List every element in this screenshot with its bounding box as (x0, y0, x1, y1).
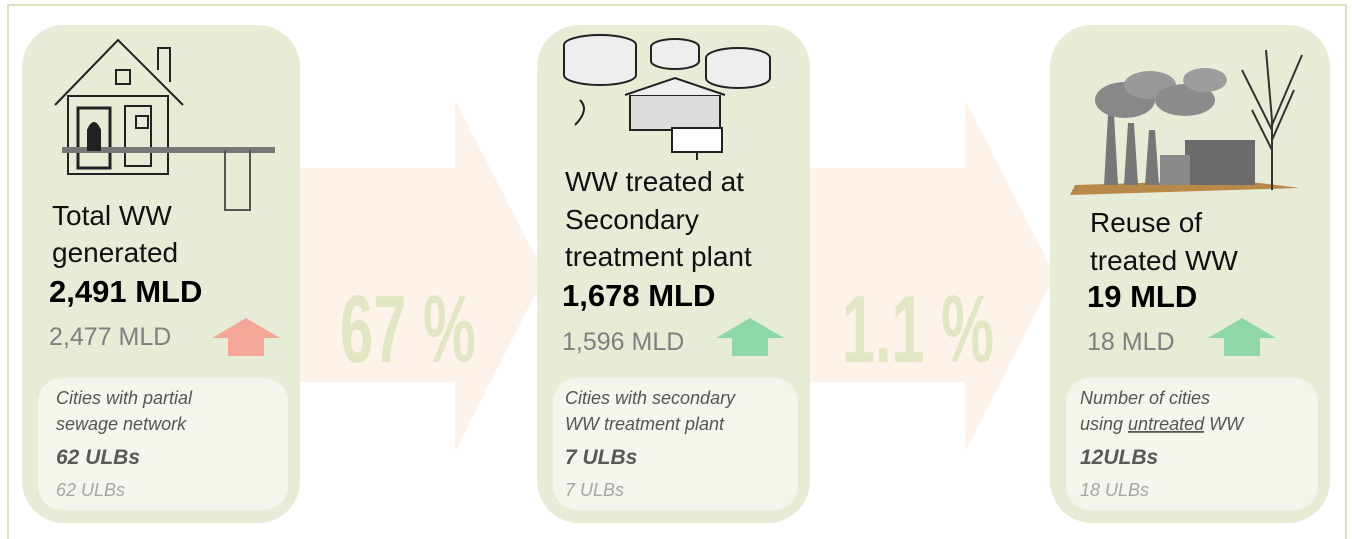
current-value: 1,678 MLD (562, 278, 715, 313)
ulbs-count: 12ULBs (1080, 446, 1158, 469)
card-title: generated (52, 237, 178, 268)
card-title: treated WW (1090, 245, 1238, 276)
card-title: WW treated at (565, 166, 744, 197)
connector-percent: 1.1 % (842, 275, 994, 382)
note-text: sewage network (56, 414, 187, 434)
previous-ulbs-count: 62 ULBs (56, 480, 125, 500)
note-text: using (1080, 414, 1128, 434)
note-line: WW treatment plant (565, 414, 725, 434)
card-title: Secondary (565, 204, 699, 235)
current-value: 2,491 MLD (49, 274, 202, 309)
note-line: Number of cities (1080, 388, 1210, 408)
note-text: Cities with secondary (565, 388, 736, 408)
previous-ulbs-count: 18 ULBs (1080, 480, 1149, 500)
ulbs-count: 7 ULBs (565, 446, 637, 469)
card-title: Total WW (52, 200, 172, 231)
previous-ulbs-count: 7 ULBs (565, 480, 624, 500)
ulbs-count: 62 ULBs (56, 446, 140, 469)
previous-value: 2,477 MLD (49, 323, 171, 351)
note-text: WW treatment plant (565, 414, 725, 434)
note-text: Cities with partial (56, 388, 193, 408)
note-line: Cities with secondary (565, 388, 736, 408)
note-line: Cities with partial (56, 388, 193, 408)
previous-value: 1,596 MLD (562, 328, 684, 356)
connector-percent: 67 % (340, 275, 476, 382)
note-text: WW (1204, 414, 1245, 434)
card-title: treatment plant (565, 241, 752, 272)
note-line: sewage network (56, 414, 187, 434)
previous-value: 18 MLD (1087, 328, 1175, 356)
note-text: Number of cities (1080, 388, 1210, 408)
card-title: Reuse of (1090, 207, 1202, 238)
note-line: using untreated WW (1080, 414, 1245, 434)
note-text: untreated (1128, 414, 1205, 434)
current-value: 19 MLD (1087, 279, 1197, 314)
infographic: Total WW generated 2,491 MLD 2,477 MLD Citie… (0, 0, 1352, 539)
